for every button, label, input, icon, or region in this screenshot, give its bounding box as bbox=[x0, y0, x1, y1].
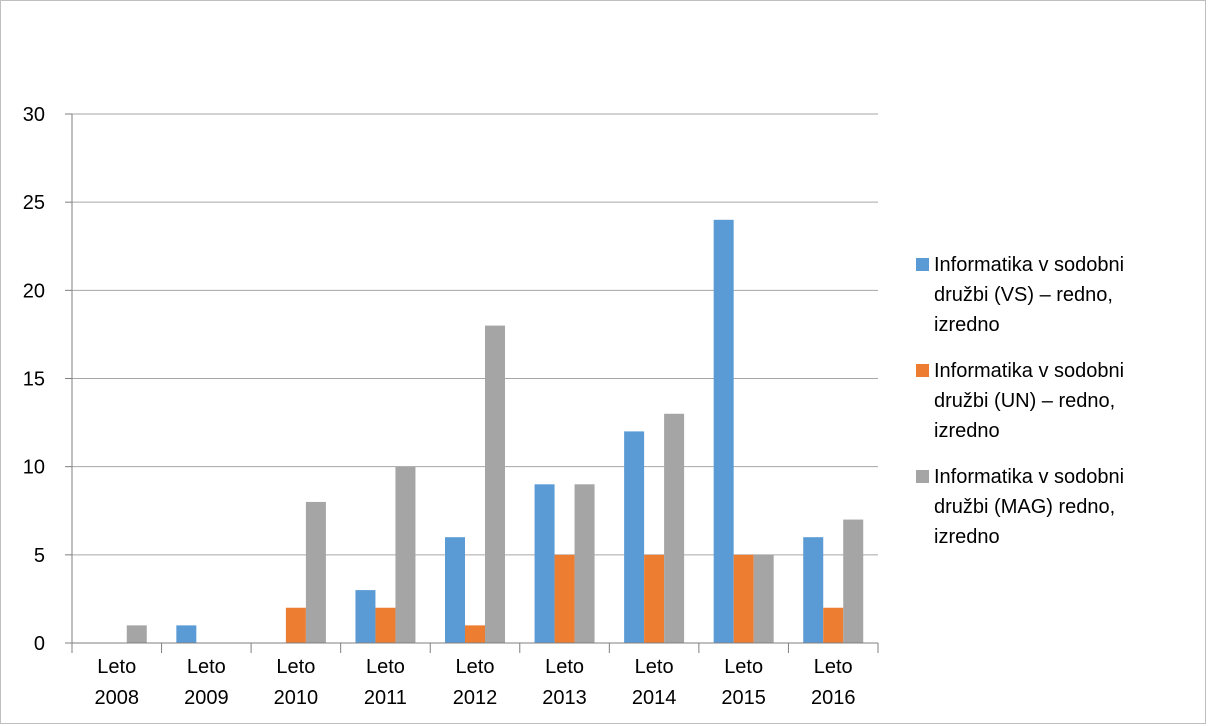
legend-swatch-3 bbox=[916, 470, 929, 483]
x-tick-label-6-line-1: Leto bbox=[545, 656, 584, 678]
bar-3-1 bbox=[126, 625, 147, 643]
y-tick-label-3: 15 bbox=[23, 369, 45, 391]
x-tick-label-4-line-1: Leto bbox=[366, 656, 405, 678]
x-tick-label-8-line-1: Leto bbox=[724, 656, 763, 678]
legend-label-3: Informatika v sodobni družbi (MAG) redno… bbox=[934, 466, 1125, 548]
x-tick-label-2-line-1: Leto bbox=[187, 656, 226, 678]
x-tick-label-1-line-1: Leto bbox=[97, 656, 136, 678]
bar-2-8 bbox=[733, 554, 754, 643]
bar-1-6 bbox=[534, 484, 555, 643]
bar-2-9 bbox=[823, 607, 844, 643]
x-tick-label-7-line-2: 2014 bbox=[632, 687, 677, 709]
x-tick-label-2-line-2: 2009 bbox=[184, 687, 229, 709]
bar-3-7 bbox=[664, 413, 685, 643]
bar-3-4 bbox=[395, 466, 416, 643]
x-tick-label-5-line-1: Leto bbox=[456, 656, 495, 678]
y-tick-label-1: 5 bbox=[34, 545, 45, 567]
legend-swatch-2 bbox=[916, 364, 929, 377]
bar-2-3 bbox=[285, 607, 306, 643]
x-tick-label-9-line-1: Leto bbox=[814, 656, 853, 678]
x-tick-label-5-line-2: 2012 bbox=[453, 687, 498, 709]
legend-label-2: Informatika v sodobni družbi (UN) – redn… bbox=[934, 360, 1125, 442]
legend-item-2: Informatika v sodobni družbi (UN) – redn… bbox=[916, 356, 1196, 446]
x-tick-label-3-line-1: Leto bbox=[276, 656, 315, 678]
y-tick-label-2: 10 bbox=[23, 457, 45, 479]
bar-2-4 bbox=[375, 607, 396, 643]
bar-1-4 bbox=[355, 590, 376, 643]
y-tick-label-5: 25 bbox=[23, 192, 45, 214]
legend-item-3: Informatika v sodobni družbi (MAG) redno… bbox=[916, 462, 1196, 552]
legend-item-1: Informatika v sodobni družbi (VS) – redn… bbox=[916, 250, 1196, 340]
bar-2-5 bbox=[465, 625, 485, 643]
x-tick-label-4-line-2: 2011 bbox=[364, 687, 407, 709]
y-tick-label-4: 20 bbox=[23, 280, 45, 302]
bar-3-8 bbox=[753, 554, 774, 643]
y-tick-label-6: 30 bbox=[23, 104, 45, 126]
bar-3-9 bbox=[843, 519, 864, 643]
legend-swatch-1 bbox=[916, 258, 929, 271]
bar-3-3 bbox=[305, 501, 326, 643]
chart-legend: Informatika v sodobni družbi (VS) – redn… bbox=[916, 250, 1196, 568]
bar-3-5 bbox=[485, 325, 505, 643]
bar-1-8 bbox=[713, 219, 734, 644]
bar-1-9 bbox=[803, 537, 824, 643]
x-tick-label-3-line-2: 2010 bbox=[274, 687, 319, 709]
x-tick-label-8-line-2: 2015 bbox=[721, 687, 766, 709]
bar-1-5 bbox=[445, 537, 465, 643]
x-tick-label-1-line-2: 2008 bbox=[95, 687, 140, 709]
y-tick-label-0: 0 bbox=[34, 633, 45, 655]
bar-2-6 bbox=[554, 554, 575, 643]
bar-1-2 bbox=[176, 625, 197, 643]
x-tick-label-7-line-1: Leto bbox=[635, 656, 674, 678]
bar-3-6 bbox=[574, 484, 595, 643]
x-tick-label-9-line-2: 2016 bbox=[811, 687, 856, 709]
bar-2-7 bbox=[644, 554, 665, 643]
bar-1-7 bbox=[624, 431, 645, 643]
legend-label-1: Informatika v sodobni družbi (VS) – redn… bbox=[934, 254, 1125, 336]
x-tick-label-6-line-2: 2013 bbox=[542, 687, 587, 709]
